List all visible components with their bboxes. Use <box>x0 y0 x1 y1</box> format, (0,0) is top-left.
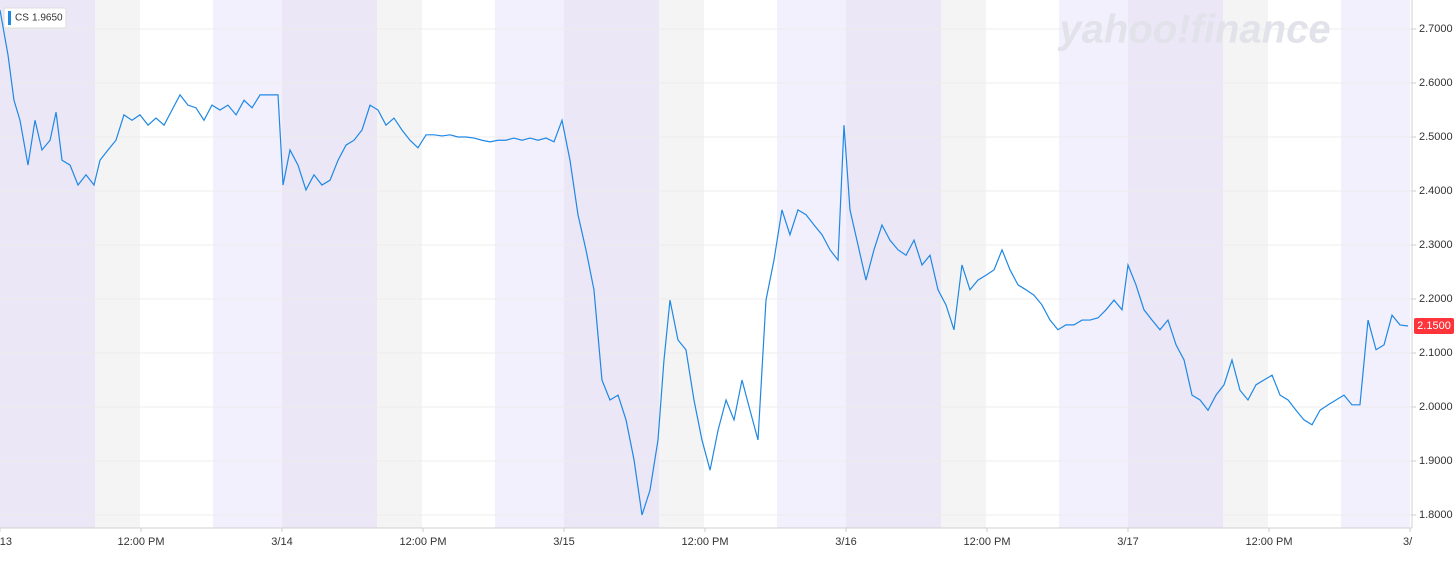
ticker-badge: CS 1.9650 <box>3 7 67 29</box>
session-band <box>95 0 140 528</box>
y-tick-label: 2.6000 <box>1419 77 1453 89</box>
x-tick-label: 3/16 <box>835 536 856 548</box>
x-tick-label: 3/14 <box>271 536 292 548</box>
ticker-symbol: CS <box>15 13 29 24</box>
watermark: yahoo!finance <box>1057 8 1330 52</box>
price-line <box>0 9 1409 516</box>
x-tick-label: 12:00 PM <box>681 536 728 548</box>
x-tick-label: 12:00 PM <box>117 536 164 548</box>
session-band <box>564 0 659 528</box>
y-tick-label: 2.5000 <box>1419 131 1453 143</box>
x-tick-label: 12:00 PM <box>963 536 1010 548</box>
y-tick-label: 2.4000 <box>1419 185 1453 197</box>
y-tick-label: 1.9000 <box>1419 455 1453 467</box>
last-price-badge <box>1414 317 1454 334</box>
y-tick-label: 2.1000 <box>1419 347 1453 359</box>
session-band <box>0 0 95 528</box>
x-tick-label: 3/15 <box>553 536 574 548</box>
session-band <box>777 0 846 528</box>
x-tick-label: 12:00 PM <box>399 536 446 548</box>
session-band <box>846 0 941 528</box>
x-tick-label: 3/17 <box>1117 536 1138 548</box>
session-band <box>659 0 704 528</box>
session-band <box>1341 0 1410 528</box>
session-band <box>377 0 422 528</box>
last-price-label: 2.1500 <box>1417 320 1451 332</box>
y-tick-label: 2.0000 <box>1419 401 1453 413</box>
x-tick-label: 3/ <box>1403 536 1413 548</box>
x-tick-label: 12:00 PM <box>1245 536 1292 548</box>
session-band <box>941 0 986 528</box>
y-tick-label: 2.3000 <box>1419 239 1453 251</box>
ticker-swatch <box>8 11 11 25</box>
session-band <box>282 0 377 528</box>
session-band <box>1059 0 1128 528</box>
y-tick-label: 2.7000 <box>1419 23 1453 35</box>
session-bands <box>0 0 1410 528</box>
ticker-quote: 1.9650 <box>32 13 63 24</box>
session-band <box>1128 0 1223 528</box>
session-band <box>213 0 282 528</box>
session-band <box>1223 0 1268 528</box>
grid <box>0 28 1412 516</box>
ticker-box <box>3 7 67 29</box>
y-tick-label: 2.2000 <box>1419 293 1453 305</box>
session-band <box>495 0 564 528</box>
x-tick-label: 13 <box>0 536 12 548</box>
y-tick-label: 1.8000 <box>1419 509 1453 521</box>
